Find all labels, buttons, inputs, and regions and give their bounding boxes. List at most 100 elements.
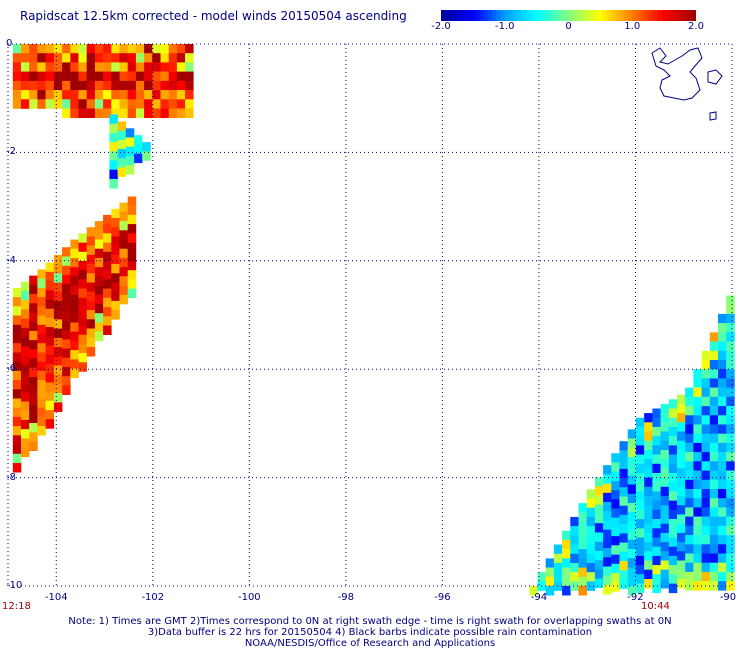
wind-cell — [635, 426, 645, 437]
wind-cell — [70, 285, 79, 296]
wind-cell — [144, 53, 153, 63]
wind-cell — [635, 574, 645, 584]
wind-cell — [586, 572, 596, 582]
wind-cell — [111, 62, 120, 72]
wind-cell — [701, 442, 711, 453]
wind-cell — [29, 80, 38, 91]
wind-cell — [635, 436, 645, 446]
wind-cell — [21, 447, 30, 458]
wind-cell — [652, 445, 661, 455]
wind-cell — [718, 535, 727, 545]
wind-cell — [677, 579, 686, 589]
wind-cell — [62, 284, 71, 294]
wind-cell — [160, 71, 169, 82]
colorbar-segment — [526, 10, 531, 21]
colorbar-segment — [475, 10, 480, 21]
wind-cell — [29, 423, 38, 433]
wind-cell — [660, 413, 670, 423]
wind-cell — [726, 295, 735, 305]
wind-cell — [594, 486, 604, 496]
wind-cell — [709, 369, 719, 379]
wind-cell — [726, 516, 735, 527]
colorbar-segment — [487, 10, 493, 21]
wind-cell — [660, 579, 670, 589]
wind-cell — [152, 90, 161, 100]
wind-cell — [709, 387, 719, 398]
wind-cell — [134, 144, 143, 154]
wind-cell — [677, 468, 686, 478]
wind-cell — [53, 80, 63, 91]
wind-cell — [168, 90, 178, 100]
wind-cell — [660, 560, 670, 570]
wind-cell — [709, 332, 719, 342]
wind-cell — [53, 53, 63, 63]
colorbar-segment — [666, 10, 672, 21]
wind-cell — [21, 373, 30, 384]
wind-cell — [668, 583, 678, 594]
wind-cell — [86, 291, 96, 302]
wind-cell — [619, 505, 628, 516]
wind-cell — [12, 99, 22, 109]
wind-cell — [94, 267, 104, 277]
wind-cell — [29, 71, 38, 82]
wind-cell — [677, 496, 686, 506]
wind-cell — [21, 429, 30, 439]
wind-cell — [45, 308, 55, 319]
wind-cell — [109, 114, 118, 124]
wind-cell — [37, 315, 46, 325]
wind-cell — [709, 396, 719, 407]
wind-cell — [12, 370, 22, 381]
wind-cell — [627, 447, 637, 458]
wind-cell — [127, 80, 137, 91]
wind-cell — [37, 343, 46, 353]
wind-cell — [726, 350, 735, 361]
wind-cell — [78, 90, 87, 100]
wind-cell — [134, 153, 143, 164]
wind-cell — [37, 389, 46, 399]
colorbar-tick-label: 2.0 — [688, 21, 704, 32]
wind-cell — [693, 535, 702, 545]
wind-cell — [652, 555, 661, 566]
wind-cell — [627, 512, 637, 522]
wind-cell — [677, 542, 686, 552]
wind-cell — [611, 471, 620, 482]
wind-cell — [94, 248, 104, 259]
longitude-label: -98 — [337, 592, 355, 603]
wind-cell — [21, 410, 30, 421]
wind-cell — [726, 479, 735, 490]
wind-cell — [718, 507, 727, 517]
wind-cell — [37, 370, 46, 381]
wind-cell — [627, 466, 637, 476]
wind-cell — [37, 44, 46, 54]
wind-cell — [53, 337, 63, 348]
wind-cell — [718, 387, 727, 398]
wind-cell — [62, 339, 71, 349]
wind-cell — [168, 53, 178, 63]
wind-cell — [726, 406, 735, 416]
wind-cell — [94, 230, 104, 240]
wind-cell — [660, 542, 670, 552]
colorbar-segment — [632, 10, 638, 21]
wind-cell — [644, 560, 653, 570]
wind-cell — [168, 80, 178, 91]
wind-cell — [586, 489, 596, 499]
wind-cell — [660, 496, 670, 506]
wind-cell — [709, 553, 719, 563]
wind-cell — [53, 383, 63, 394]
colorbar-segment — [470, 10, 476, 21]
wind-cell — [78, 44, 87, 54]
wind-cell — [127, 196, 137, 206]
latitude-label: -8 — [6, 471, 16, 483]
wind-cell — [119, 44, 128, 54]
wind-cell — [627, 567, 637, 577]
wind-cell — [21, 318, 30, 329]
wind-cell — [677, 440, 686, 451]
wind-cell — [701, 498, 711, 508]
wind-cell — [594, 578, 604, 588]
wind-cell — [12, 324, 22, 335]
wind-cell — [111, 310, 120, 320]
wind-cell — [635, 583, 645, 594]
wind-cell — [677, 394, 686, 405]
wind-cell — [111, 208, 120, 219]
wind-cell — [594, 550, 604, 561]
